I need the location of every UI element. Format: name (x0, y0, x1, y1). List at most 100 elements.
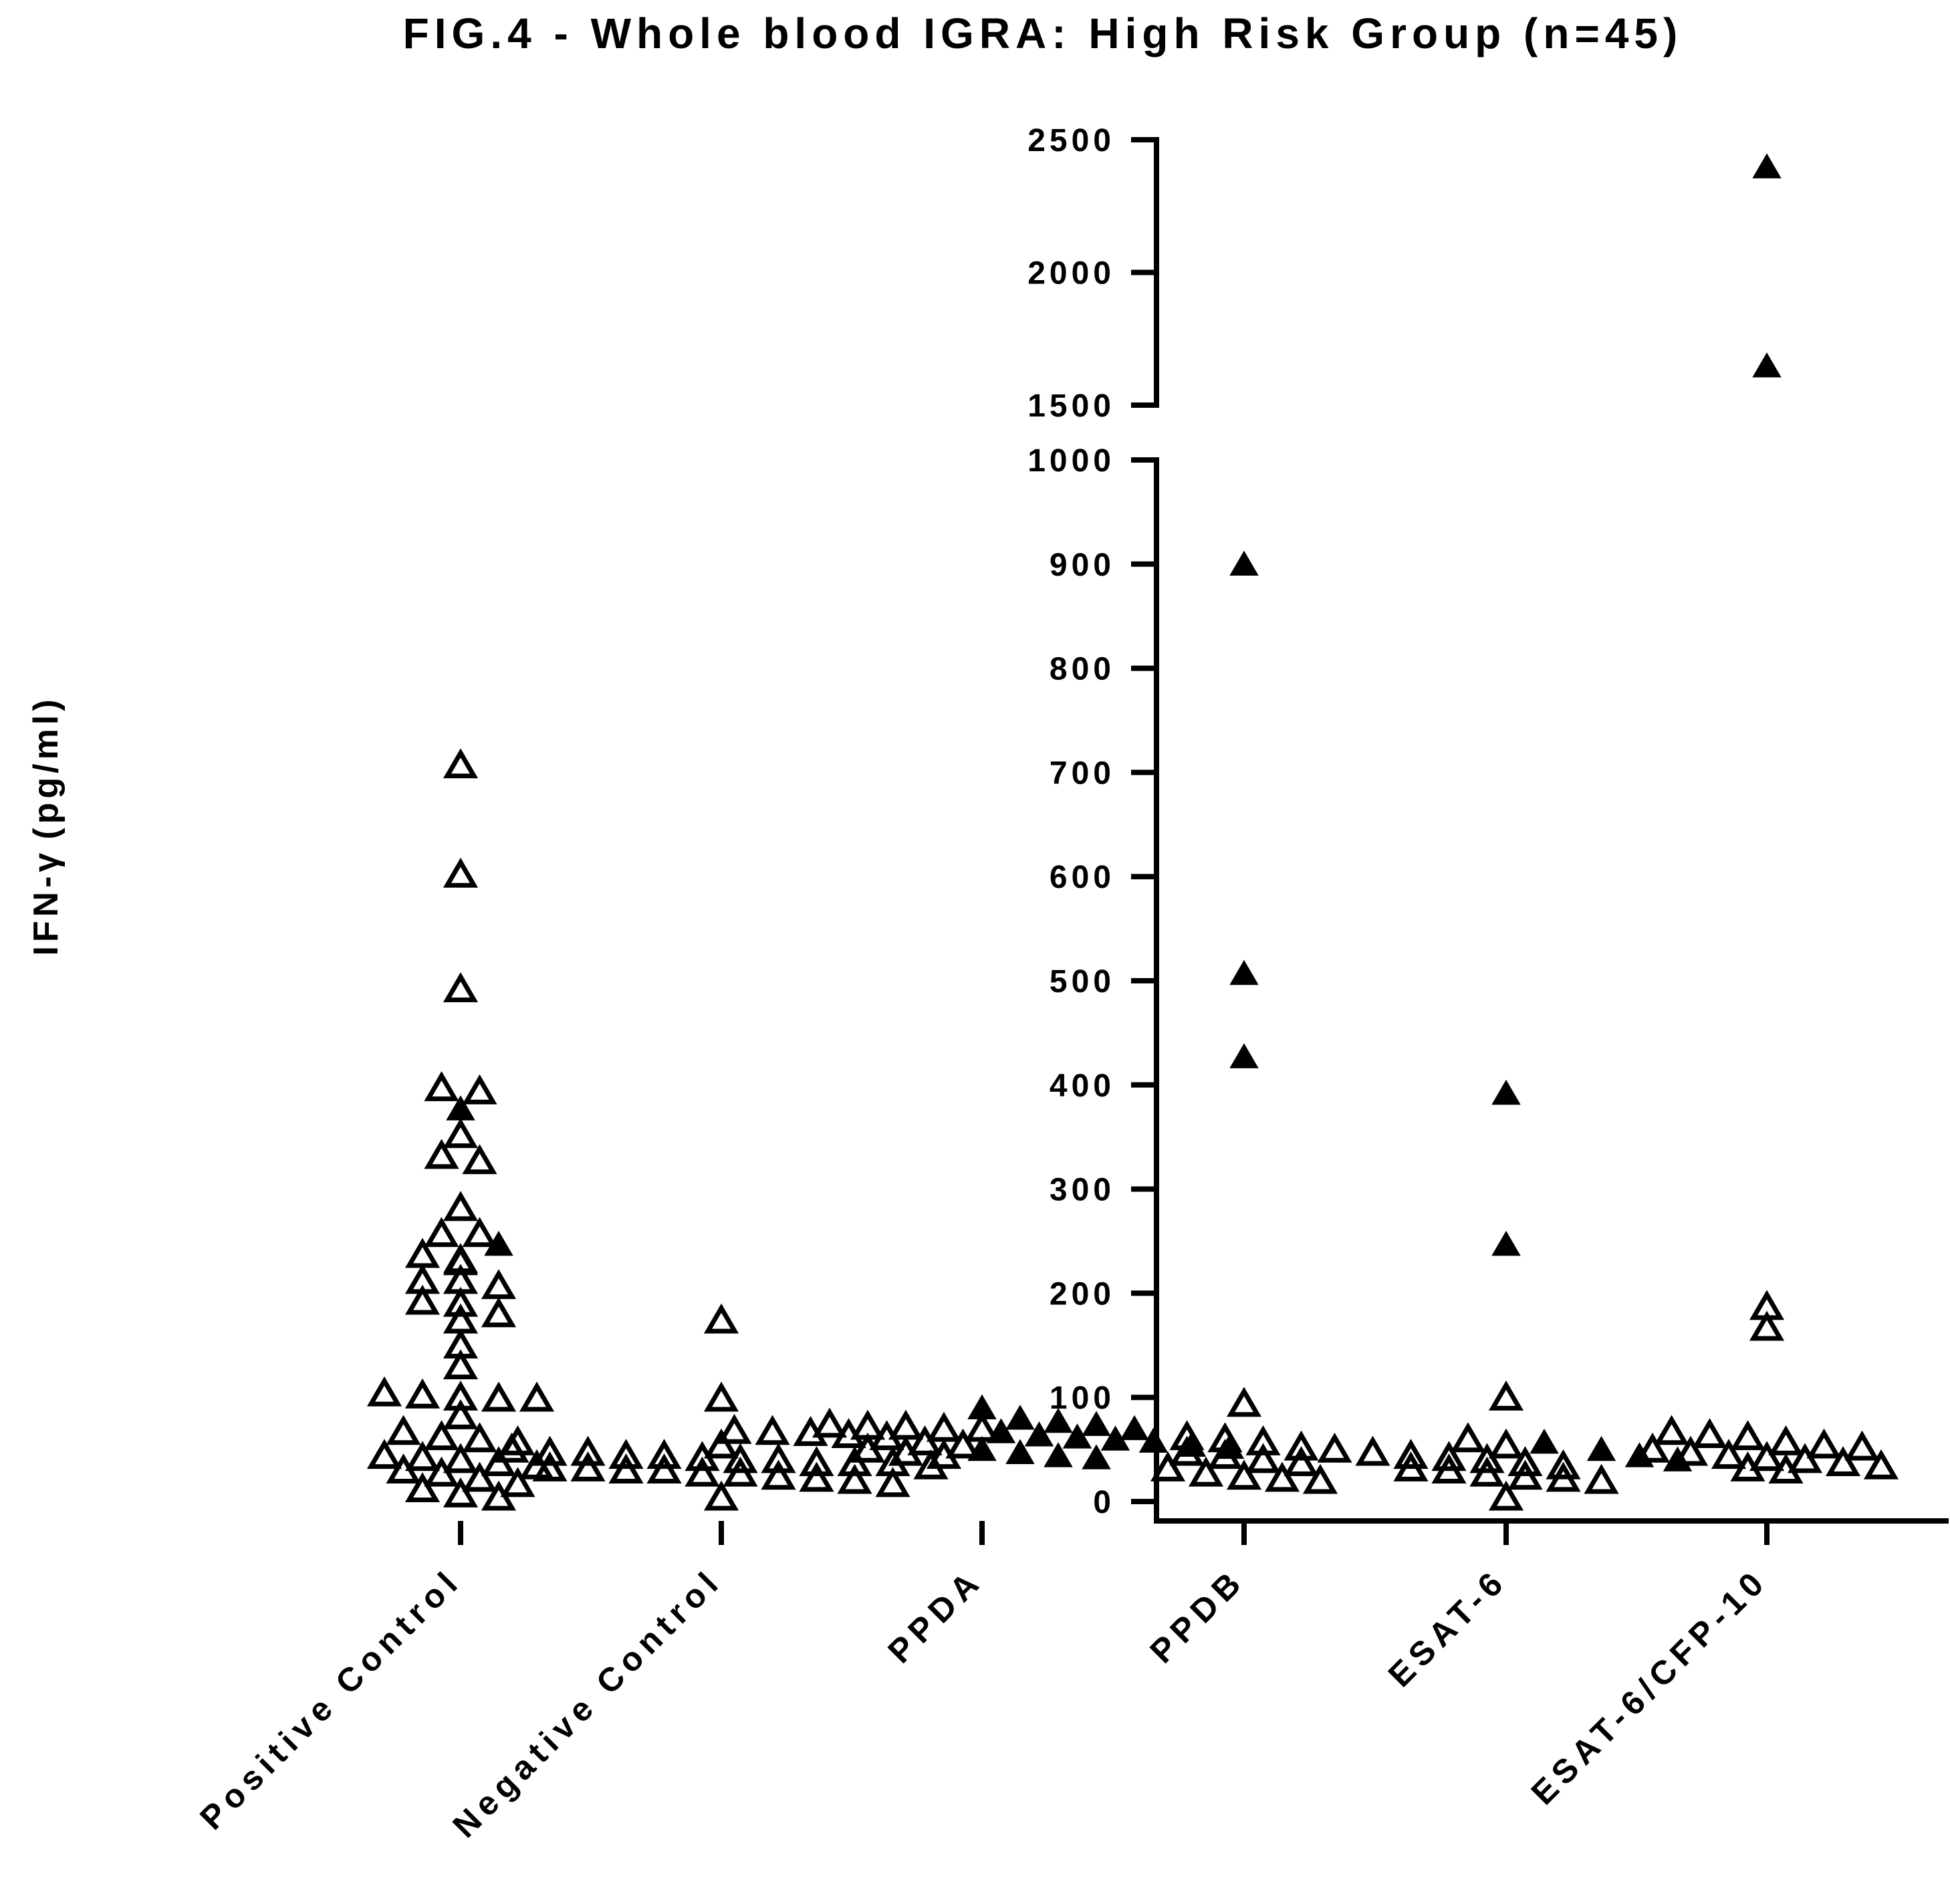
data-point-open (494, 1432, 529, 1463)
chart-title: FIG.4 - Whole blood IGRA: High Risk Grou… (403, 9, 1683, 57)
y-tick-label: 2000 (1027, 256, 1115, 291)
data-point-open (443, 1399, 479, 1429)
data-point-open (831, 1418, 866, 1448)
data-point-open (1749, 1441, 1785, 1471)
data-point-open (1393, 1451, 1429, 1481)
data-point-open (481, 1381, 517, 1412)
data-point-open (404, 1441, 441, 1471)
data-point-open (1450, 1422, 1486, 1453)
data-point-open (481, 1269, 517, 1300)
data-point-open (608, 1453, 644, 1483)
data-point-open (1730, 1420, 1765, 1451)
data-point-open (1654, 1415, 1689, 1445)
y-axis-label-text: IFN- (27, 872, 66, 956)
data-point-open (1226, 1387, 1262, 1417)
data-point-filled (1229, 550, 1259, 576)
data-point-open (888, 1435, 924, 1466)
data-points (366, 153, 1899, 1511)
data-point-open (1488, 1381, 1524, 1411)
data-point-open (500, 1467, 535, 1498)
data-point-open (646, 1439, 682, 1469)
y-tick-label: 1000 (1027, 443, 1115, 479)
data-point-open (1634, 1432, 1671, 1463)
data-point-open (570, 1435, 606, 1466)
data-point-open (1169, 1420, 1205, 1451)
data-point-open (926, 1411, 962, 1442)
x-tick-label: ESAT-6/CFP-10 (1524, 1561, 1775, 1812)
data-point-open (443, 1191, 479, 1221)
data-point-open (443, 1118, 479, 1149)
data-point-open (608, 1439, 644, 1469)
data-point-open (1507, 1459, 1543, 1490)
data-point-open (812, 1407, 848, 1438)
data-point-filled (1138, 1427, 1169, 1453)
data-point-open (1393, 1439, 1429, 1469)
y-axis-label-symbol: γ (27, 849, 66, 872)
y-ticks: 0 100 200 300 400 500 600 700 800 900 1000 1500 2000… (1027, 123, 1156, 1520)
data-point-open (404, 1284, 441, 1315)
data-point-open (1355, 1435, 1390, 1466)
y-tick-label: 700 (1050, 755, 1115, 791)
data-point-open (888, 1409, 924, 1440)
data-point-open (723, 1456, 758, 1487)
data-point-open (755, 1415, 790, 1445)
x-tick-label: PPDA (880, 1561, 989, 1670)
data-point-open (443, 972, 479, 1003)
data-point-filled (1082, 1411, 1111, 1436)
data-point-open (799, 1461, 834, 1492)
data-point-open (1469, 1443, 1505, 1473)
data-point-open (1863, 1449, 1899, 1479)
data-point-open (685, 1456, 720, 1487)
data-point-open (424, 1139, 459, 1169)
data-point-filled (1062, 1423, 1092, 1449)
data-point-open (366, 1376, 402, 1407)
data-point-open (1711, 1439, 1747, 1469)
data-point-filled (1005, 1405, 1035, 1430)
data-point-open (366, 1439, 402, 1469)
data-point-open (1692, 1418, 1727, 1448)
data-point-open (837, 1463, 872, 1494)
y-tick-label: 900 (1050, 548, 1115, 583)
y-tick-label: 800 (1050, 652, 1115, 687)
data-point-open (703, 1428, 739, 1459)
data-point-open (1317, 1432, 1352, 1463)
y-tick-label: 500 (1050, 964, 1115, 999)
x-tick-label: Positive Control (193, 1561, 469, 1837)
data-point-open (1507, 1446, 1543, 1477)
data-point-filled (1491, 1230, 1521, 1256)
data-point-open (1469, 1456, 1505, 1487)
data-point-filled (1082, 1444, 1111, 1469)
data-point-open (443, 748, 479, 779)
data-point-filled (1120, 1415, 1149, 1441)
data-point-open (1169, 1435, 1205, 1466)
data-point-open (1768, 1453, 1804, 1483)
data-point-open (703, 1303, 739, 1334)
data-point-filled (484, 1230, 513, 1256)
data-point-open (1787, 1443, 1823, 1473)
data-point-filled (1005, 1439, 1035, 1464)
data-point-open (532, 1451, 568, 1481)
data-point-open (481, 1480, 517, 1511)
data-point-open (717, 1413, 752, 1444)
data-point-open (443, 1477, 479, 1508)
data-point-open (481, 1297, 517, 1328)
data-point-open (875, 1467, 910, 1498)
data-point-filled (1044, 1442, 1073, 1467)
axes (1154, 137, 1949, 1524)
y-tick-label: 200 (1050, 1276, 1115, 1312)
data-point-open (761, 1459, 796, 1490)
data-point-open (1284, 1446, 1319, 1477)
data-point-open (1806, 1428, 1842, 1459)
data-point-open (462, 1217, 497, 1247)
data-point-open (1264, 1461, 1300, 1492)
data-point-open (1844, 1430, 1880, 1461)
data-point-open (646, 1453, 682, 1483)
y-tick-label: 1500 (1027, 388, 1115, 424)
data-point-open (703, 1381, 739, 1412)
data-point-open (443, 1349, 479, 1380)
data-point-open (1825, 1446, 1861, 1477)
data-point-open (1207, 1422, 1243, 1453)
data-point-open (723, 1443, 758, 1473)
y-tick-label: 400 (1050, 1068, 1115, 1104)
